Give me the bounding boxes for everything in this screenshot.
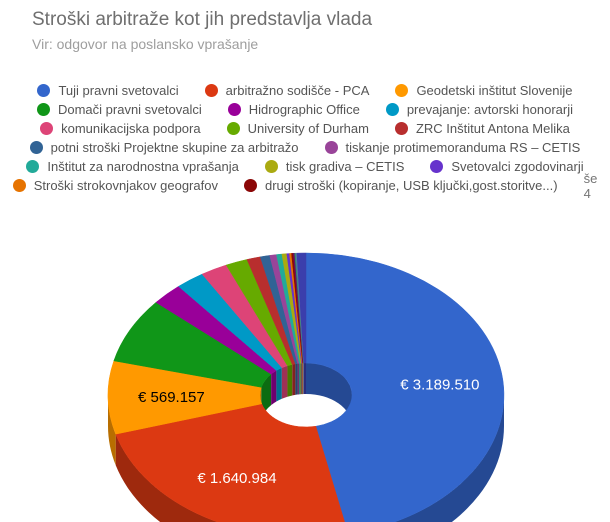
- legend-item-label: tisk gradiva – CETIS: [285, 159, 405, 174]
- legend-item-label: arbitražno sodišče - PCA: [225, 83, 370, 98]
- legend-swatch-icon: [324, 141, 338, 154]
- legend-item-label: University of Durham: [247, 121, 369, 136]
- pie-hole-inner-wall: [299, 363, 301, 395]
- legend-item[interactable]: tiskanje protimemoranduma RS – CETIS: [324, 140, 581, 155]
- legend-swatch-icon: [264, 160, 278, 173]
- legend-item-label: potni stroški Projektne skupine za arbit…: [50, 140, 299, 155]
- legend-item-label: Domači pravni svetovalci: [57, 102, 202, 117]
- legend-swatch-icon: [37, 84, 51, 97]
- legend-row: Stroški strokovnjakov geografov drugi str…: [0, 171, 610, 201]
- pie-hole-inner-wall: [306, 363, 352, 426]
- pie-hole-inner-wall: [295, 363, 298, 395]
- pie-slice[interactable]: [115, 403, 348, 522]
- legend-swatch-icon: [26, 160, 40, 173]
- legend-swatch-icon: [29, 141, 43, 154]
- legend-item-label: Hidrographic Office: [248, 102, 360, 117]
- legend-item[interactable]: University of Durham: [226, 121, 369, 136]
- legend-more-label: še 4: [583, 170, 598, 201]
- legend-item[interactable]: arbitražno sodišče - PCA: [204, 83, 370, 98]
- pie-slice-outer-wall: [394, 395, 504, 522]
- legend-swatch-icon: [385, 103, 399, 116]
- legend-row: Inštitut za narodnostna vprašanja tisk gr…: [0, 157, 610, 176]
- legend-item[interactable]: Inštitut za narodnostna vprašanja: [26, 159, 239, 174]
- legend-swatch-icon: [12, 179, 26, 192]
- pie-hole-inner-wall: [271, 370, 277, 406]
- legend-item[interactable]: Hidrographic Office: [227, 102, 360, 117]
- legend-item-label: Tuji pravni svetovalci: [58, 83, 179, 98]
- legend-row: Domači pravni svetovalci Hidrographic Off…: [0, 100, 610, 119]
- legend-swatch-icon: [204, 84, 218, 97]
- legend-swatch-icon: [395, 84, 409, 97]
- legend-item-label: Geodetski inštitut Slovenije: [416, 83, 573, 98]
- legend-swatch-icon: [226, 122, 240, 135]
- legend-item[interactable]: drugi stroški (kopiranje, USB ključki,go…: [243, 178, 558, 193]
- pie-slice-label: € 1.640.984: [197, 470, 276, 487]
- legend-item[interactable]: ZRC Inštitut Antona Melika: [394, 121, 570, 136]
- legend-swatch-icon: [40, 122, 54, 135]
- legend-swatch-icon: [394, 122, 408, 135]
- pie-hole-inner-wall: [261, 374, 272, 419]
- chart-title: Stroški arbitraže kot jih predstavlja vl…: [32, 9, 373, 30]
- pie-hole-inner-wall: [287, 364, 293, 397]
- legend-item[interactable]: komunikacijska podpora: [40, 121, 201, 136]
- legend-item-label: Stroški strokovnjakov geografov: [33, 178, 218, 193]
- legend-item-label: komunikacijska podpora: [61, 121, 201, 136]
- pie-hole-inner-wall: [292, 363, 296, 396]
- legend-item-label: Svetovalci zgodovinarji: [451, 159, 584, 174]
- legend-item[interactable]: potni stroški Projektne skupine za arbit…: [29, 140, 299, 155]
- pie-slice[interactable]: [296, 252, 307, 364]
- legend-row: komunikacijska podpora University of Durh…: [0, 119, 610, 138]
- legend-item-label: ZRC Inštitut Antona Melika: [415, 121, 570, 136]
- legend-swatch-icon: [36, 103, 50, 116]
- pie-hole-inner-wall: [300, 363, 302, 395]
- legend-item[interactable]: tisk gradiva – CETIS: [264, 159, 405, 174]
- legend-item[interactable]: Domači pravni svetovalci: [36, 102, 202, 117]
- legend-item[interactable]: Tuji pravni svetovalci: [37, 83, 179, 98]
- pie-slice-label: € 3.189.510: [400, 377, 479, 394]
- legend-item[interactable]: prevajanje: avtorski honorarji: [385, 102, 574, 117]
- legend-row: Tuji pravni svetovalci arbitražno sodišče…: [0, 81, 610, 100]
- legend-item-label: tiskanje protimemoranduma RS – CETIS: [345, 140, 581, 155]
- pie-hole-inner-wall: [297, 363, 300, 395]
- legend-item[interactable]: Svetovalci zgodovinarji: [430, 159, 584, 174]
- pie-hole-inner-wall: [301, 363, 303, 395]
- legend: Tuji pravni svetovalci arbitražno sodišče…: [0, 81, 610, 201]
- legend-row: potni stroški Projektne skupine za arbit…: [0, 138, 610, 157]
- legend-item[interactable]: Geodetski inštitut Slovenije: [395, 83, 573, 98]
- legend-swatch-icon: [243, 179, 257, 192]
- pie-slice[interactable]: [305, 252, 505, 522]
- pie-hole-inner-wall: [276, 367, 282, 402]
- legend-item[interactable]: Stroški strokovnjakov geografov: [12, 178, 218, 193]
- pie-chart: € 3.189.510 € 1.640.984 € 569.157: [107, 252, 505, 522]
- legend-swatch-icon: [430, 160, 444, 173]
- chart-subtitle: Vir: odgovor na poslansko vprašanje: [32, 36, 259, 52]
- pie-slice-outer-wall: [115, 434, 218, 522]
- pie-hole-inner-wall: [303, 362, 306, 395]
- pie-hole-inner-wall: [281, 365, 288, 399]
- pie-slice-label: € 569.157: [138, 389, 205, 406]
- legend-item-label: prevajanje: avtorski honorarji: [406, 102, 574, 117]
- legend-swatch-icon: [227, 103, 241, 116]
- legend-item-label: Inštitut za narodnostna vprašanja: [47, 159, 239, 174]
- legend-item-label: drugi stroški (kopiranje, USB ključki,go…: [264, 178, 558, 193]
- pie-slice-outer-wall: [108, 395, 116, 466]
